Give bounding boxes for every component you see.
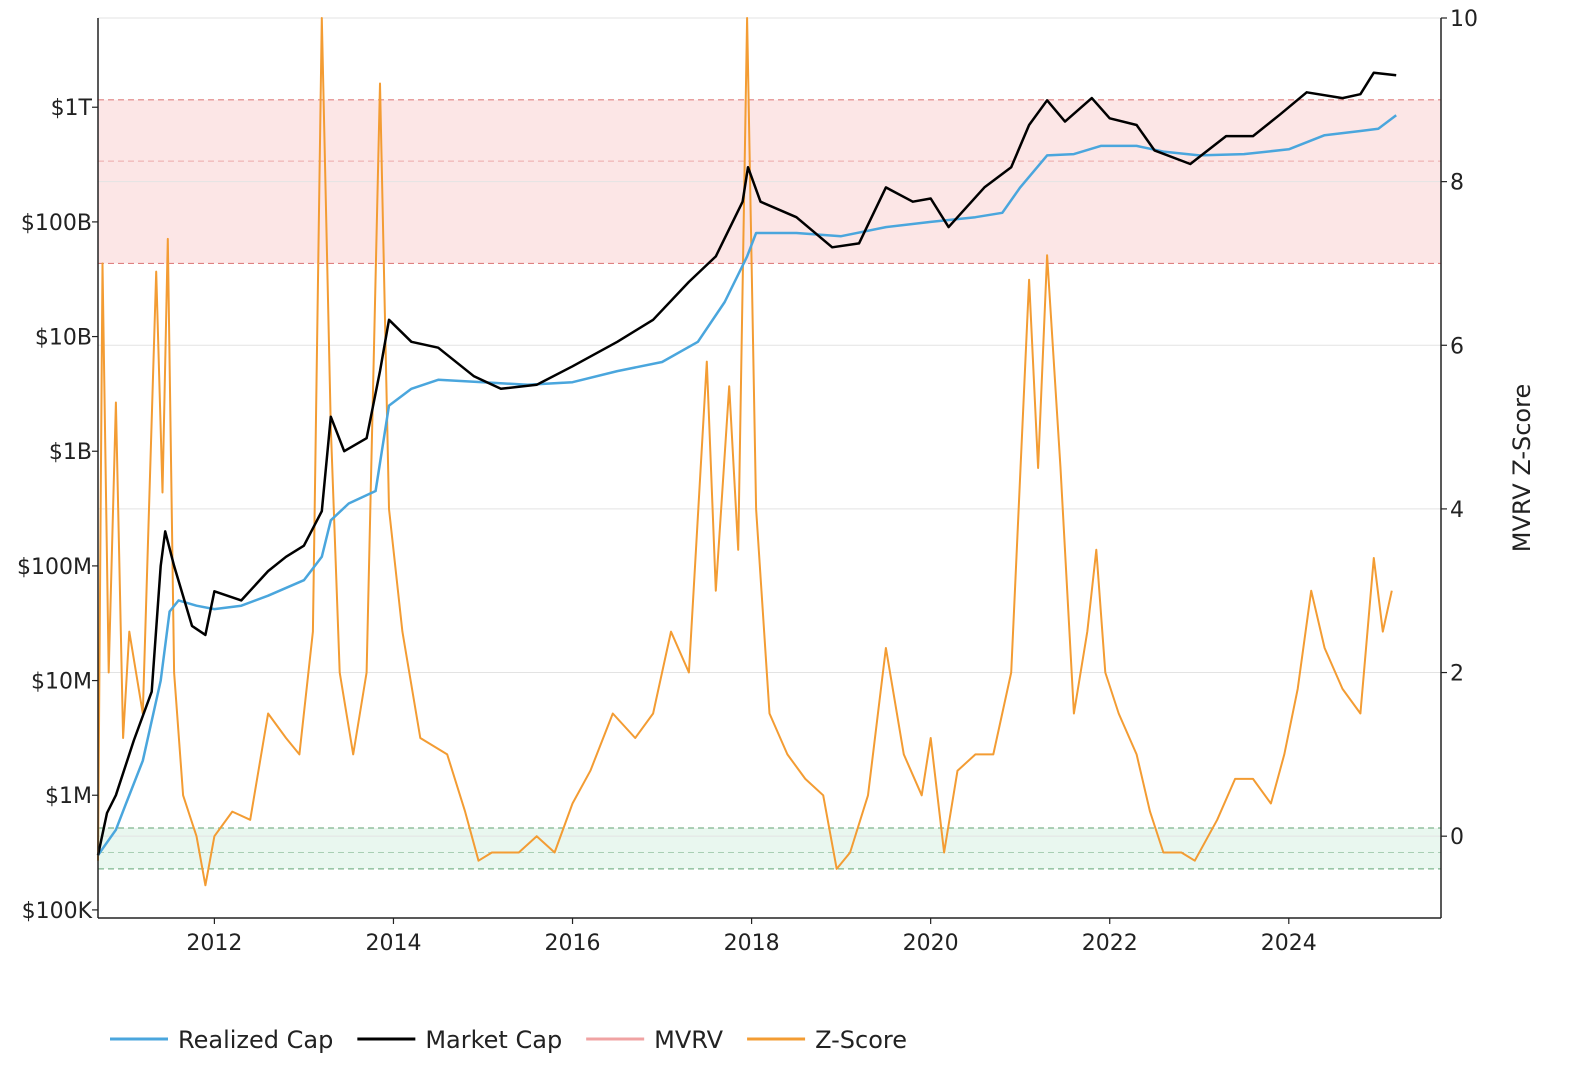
series-layer	[96, 17, 1397, 887]
legend: Realized Cap Market Cap MVRV Z-Score	[110, 1026, 907, 1054]
x-tick-label: 2018	[724, 931, 780, 956]
x-tick-label: 2014	[365, 931, 421, 956]
x-axis-ticks: 2012 2014 2016 2018 2020 2022 2024	[186, 918, 1317, 956]
market-cap-line	[96, 71, 1397, 856]
right-tick-label: 2	[1450, 662, 1464, 687]
x-tick-label: 2022	[1082, 931, 1138, 956]
right-tick-label: 4	[1450, 498, 1464, 523]
right-tick-label: 10	[1450, 7, 1478, 32]
left-tick-label: $100B	[21, 211, 92, 236]
left-axis-ticks: $100K $1M $10M $100M $1B $10B $100B $1T	[17, 96, 98, 924]
right-axis-ticks: 0 2 4 6 8 10	[1441, 7, 1478, 850]
legend-item-mvrv[interactable]: MVRV	[586, 1026, 724, 1054]
z-score-line	[97, 17, 1393, 887]
gridlines	[98, 17, 1441, 837]
x-tick-label: 2020	[903, 931, 959, 956]
legend-label: MVRV	[654, 1026, 723, 1054]
x-tick-label: 2024	[1261, 931, 1317, 956]
right-tick-label: 6	[1450, 334, 1464, 359]
axes	[97, 18, 1442, 919]
legend-label: Realized Cap	[178, 1026, 333, 1054]
left-tick-label: $10B	[35, 326, 92, 351]
x-tick-label: 2016	[545, 931, 601, 956]
left-tick-label: $1B	[49, 440, 92, 465]
legend-item-realized-cap[interactable]: Realized Cap	[110, 1026, 333, 1054]
left-tick-label: $10M	[31, 670, 92, 695]
undervalued-zone	[98, 828, 1441, 869]
legend-label: Z-Score	[815, 1026, 907, 1054]
right-axis-title: MVRV Z-Score	[1508, 384, 1536, 552]
left-tick-label: $1T	[51, 96, 93, 121]
legend-item-z-score[interactable]: Z-Score	[747, 1026, 907, 1054]
left-tick-label: $1M	[45, 784, 92, 809]
right-tick-label: 0	[1450, 825, 1464, 850]
left-tick-label: $100M	[17, 555, 92, 580]
x-tick-label: 2012	[186, 931, 242, 956]
left-tick-label: $100K	[22, 899, 93, 924]
legend-label: Market Cap	[425, 1026, 562, 1054]
realized-cap-line	[96, 114, 1397, 856]
right-tick-label: 8	[1450, 171, 1464, 196]
legend-item-market-cap[interactable]: Market Cap	[357, 1026, 562, 1054]
